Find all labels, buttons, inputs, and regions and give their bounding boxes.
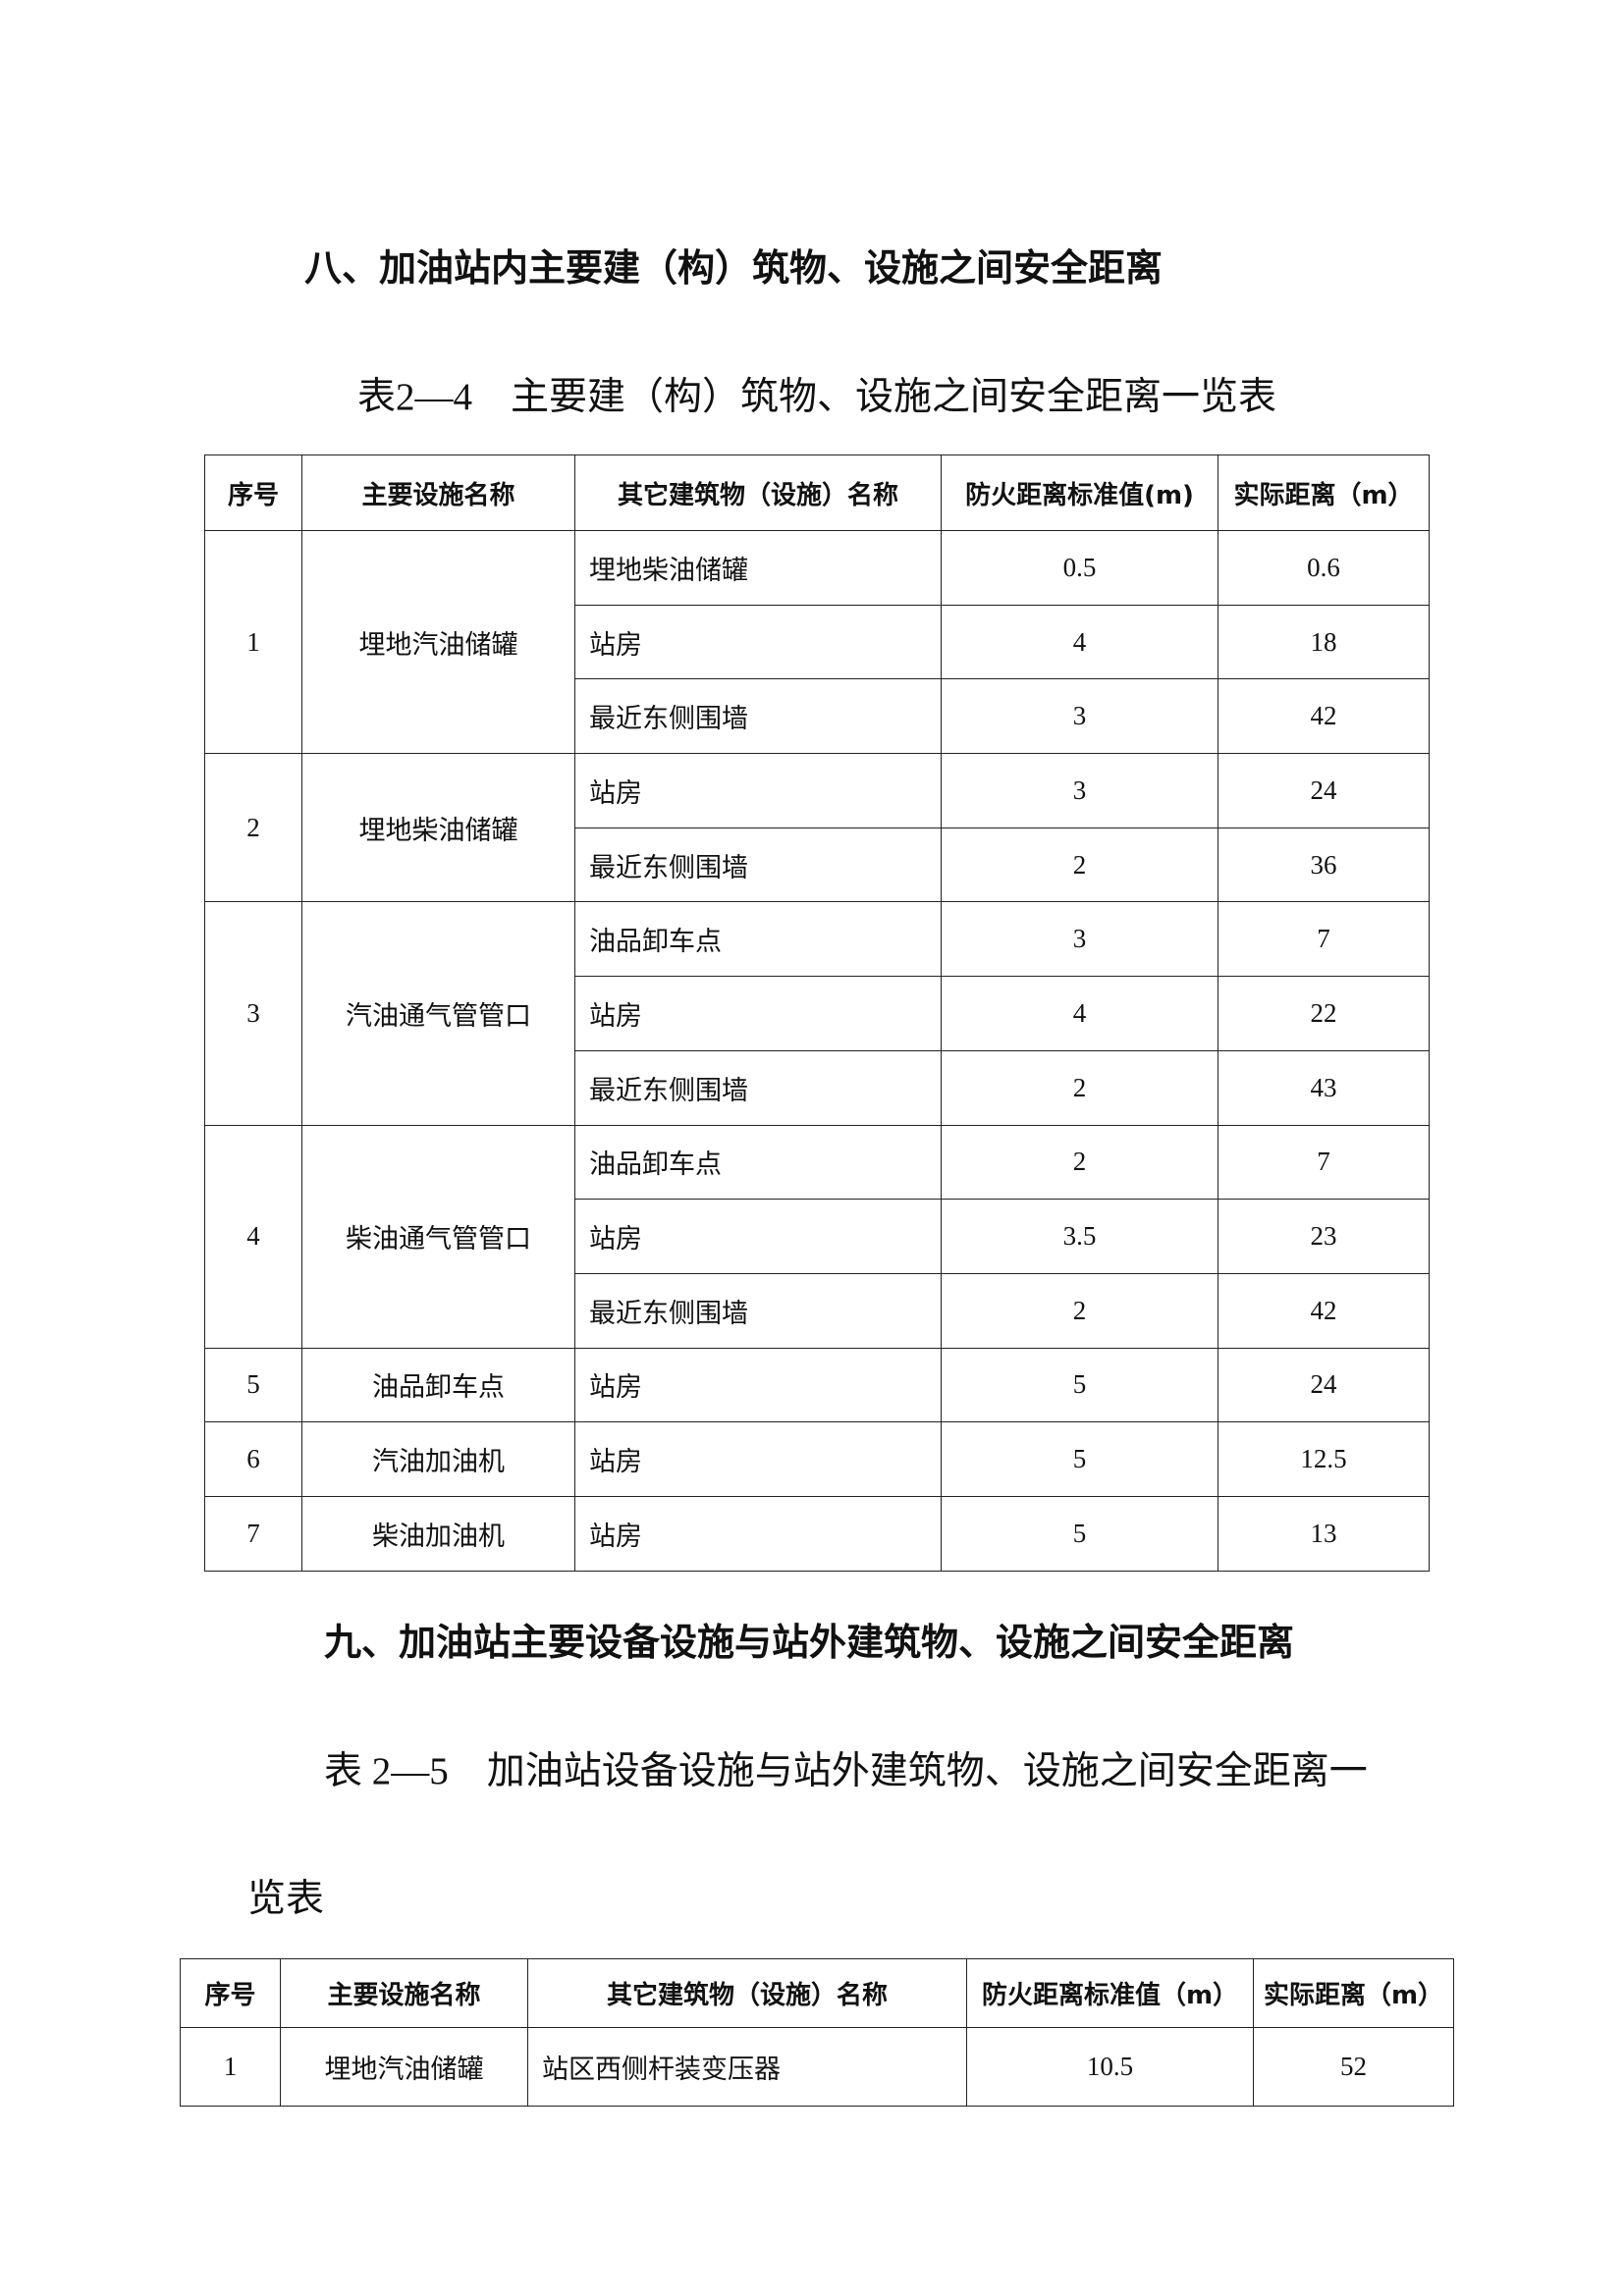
other-facility: 最近东侧围墙	[574, 827, 942, 903]
table-row: 最近东侧围墙 2 42	[205, 1272, 1430, 1349]
table-row: 1 埋地汽油储罐 埋地柴油储罐 0.5 0.6	[204, 529, 1430, 755]
table-2-4-caption: 表2—4 主要建（构）筑物、设施之间安全距离一览表	[357, 376, 1277, 418]
other-facility: 最近东侧围墙	[574, 1272, 942, 1349]
other-facility: 油品卸车点	[574, 1124, 942, 1201]
actual-distance: 0.6	[1218, 530, 1430, 606]
other-facility: 站区西侧杆装变压器	[527, 2027, 967, 2107]
other-facility: 站房	[574, 1199, 942, 1274]
standard-distance: 4	[941, 604, 1218, 680]
section-9-heading: 九、加油站主要设备设施与站外建筑物、设施之间安全距离	[324, 1621, 1295, 1664]
row-number: 4	[204, 1124, 302, 1349]
other-facility: 埋地柴油储罐	[574, 530, 942, 606]
table-2-5-caption-cont: 览表	[247, 1878, 325, 1920]
column-header: 序号	[180, 1958, 281, 2028]
table-row: 2 埋地柴油储罐 站房 3 24	[204, 753, 1430, 903]
main-facility: 埋地柴油储罐	[301, 753, 575, 903]
main-facility: 柴油加油机	[301, 1495, 575, 1572]
other-facility: 最近东侧围墙	[574, 1049, 942, 1126]
other-facility: 站房	[574, 753, 942, 828]
table-row: 6 汽油加油机 站房 5 12.5	[204, 1421, 1430, 1497]
column-header: 实际距离（m）	[1218, 454, 1430, 531]
row-number: 5	[204, 1347, 302, 1423]
standard-distance: 5	[941, 1495, 1218, 1572]
table-row: 站房 3.5 23	[205, 1199, 1430, 1274]
standard-distance: 2	[941, 1124, 1218, 1201]
actual-distance: 36	[1218, 827, 1430, 903]
header-row: 序号 主要设施名称 其它建筑物（设施）名称 防火距离标准值(m) 实际距离（m）	[204, 454, 1430, 531]
standard-distance: 3.5	[941, 1199, 1218, 1274]
actual-distance: 24	[1218, 753, 1430, 828]
actual-distance: 7	[1218, 901, 1430, 978]
other-facility: 站房	[574, 1495, 942, 1572]
section-8-heading: 八、加油站内主要建（构）筑物、设施之间安全距离	[304, 246, 1164, 290]
row-number: 3	[204, 901, 302, 1126]
standard-distance: 2	[941, 1049, 1218, 1126]
row-number: 2	[204, 753, 302, 903]
table-row: 3 汽油通气管管口 油品卸车点 3 7	[204, 901, 1430, 1126]
table-row: 7 柴油加油机 站房 5 13	[204, 1495, 1430, 1572]
row-number: 6	[204, 1421, 302, 1497]
other-facility: 站房	[574, 1421, 942, 1497]
table-row: 最近东侧围墙 3 42	[205, 678, 1430, 755]
actual-distance: 18	[1218, 604, 1430, 680]
main-facility: 柴油通气管管口	[301, 1124, 575, 1349]
column-header: 其它建筑物（设施）名称	[527, 1958, 967, 2028]
actual-distance: 24	[1218, 1347, 1430, 1423]
actual-distance: 43	[1218, 1049, 1430, 1126]
table-2-5: 序号 主要设施名称 其它建筑物（设施）名称 防火距离标准值（m） 实际距离（m） 1 埋地汽…	[180, 1958, 1454, 2107]
standard-distance: 5	[941, 1347, 1218, 1423]
column-header: 主要设施名称	[280, 1958, 528, 2028]
table-row: 站房 4 22	[205, 976, 1430, 1051]
standard-distance: 4	[941, 976, 1218, 1051]
actual-distance: 42	[1218, 1272, 1430, 1349]
actual-distance: 52	[1253, 2027, 1454, 2107]
standard-distance: 3	[941, 753, 1218, 828]
header-row: 序号 主要设施名称 其它建筑物（设施）名称 防火距离标准值（m） 实际距离（m）	[180, 1958, 1454, 2028]
main-facility: 汽油加油机	[301, 1421, 575, 1497]
other-facility: 站房	[574, 1347, 942, 1423]
main-facility: 埋地汽油储罐	[280, 2027, 528, 2107]
column-header: 实际距离（m）	[1253, 1958, 1454, 2028]
column-header: 防火距离标准值(m)	[941, 454, 1218, 531]
table-row: 5 油品卸车点 站房 5 24	[204, 1347, 1430, 1423]
table-row: 4 柴油通气管管口 油品卸车点 2 7	[204, 1124, 1430, 1349]
table-2-5-caption: 表 2—5 加油站设备设施与站外建筑物、设施之间安全距离一	[324, 1750, 1368, 1792]
main-facility: 油品卸车点	[301, 1347, 575, 1423]
column-header: 其它建筑物（设施）名称	[574, 454, 942, 531]
standard-distance: 3	[941, 901, 1218, 978]
other-facility: 最近东侧围墙	[574, 678, 942, 755]
actual-distance: 12.5	[1218, 1421, 1430, 1497]
main-facility: 汽油通气管管口	[301, 901, 575, 1126]
column-header: 主要设施名称	[301, 454, 575, 531]
other-facility: 站房	[574, 976, 942, 1051]
table-row: 1 埋地汽油储罐 站区西侧杆装变压器 10.5 52	[180, 2027, 1454, 2107]
actual-distance: 42	[1218, 678, 1430, 755]
table-row: 最近东侧围墙 2 43	[205, 1049, 1430, 1126]
actual-distance: 23	[1218, 1199, 1430, 1274]
other-facility: 油品卸车点	[574, 901, 942, 978]
row-number: 1	[180, 2027, 281, 2107]
other-facility: 站房	[574, 604, 942, 680]
table-row: 最近东侧围墙 2 36	[205, 827, 1430, 903]
column-header: 防火距离标准值（m）	[966, 1958, 1254, 2028]
standard-distance: 3	[941, 678, 1218, 755]
standard-distance: 2	[941, 827, 1218, 903]
standard-distance: 10.5	[966, 2027, 1254, 2107]
actual-distance: 13	[1218, 1495, 1430, 1572]
column-header: 序号	[204, 454, 302, 531]
actual-distance: 22	[1218, 976, 1430, 1051]
row-number: 7	[204, 1495, 302, 1572]
main-facility: 埋地汽油储罐	[301, 529, 575, 755]
standard-distance: 2	[941, 1272, 1218, 1349]
actual-distance: 7	[1218, 1124, 1430, 1201]
table-2-4: 序号 主要设施名称 其它建筑物（设施）名称 防火距离标准值(m) 实际距离（m） 1 埋地汽…	[204, 454, 1430, 1572]
standard-distance: 5	[941, 1421, 1218, 1497]
table-row: 站房 4 18	[205, 604, 1430, 680]
row-number: 1	[204, 529, 302, 755]
standard-distance: 0.5	[941, 530, 1218, 606]
